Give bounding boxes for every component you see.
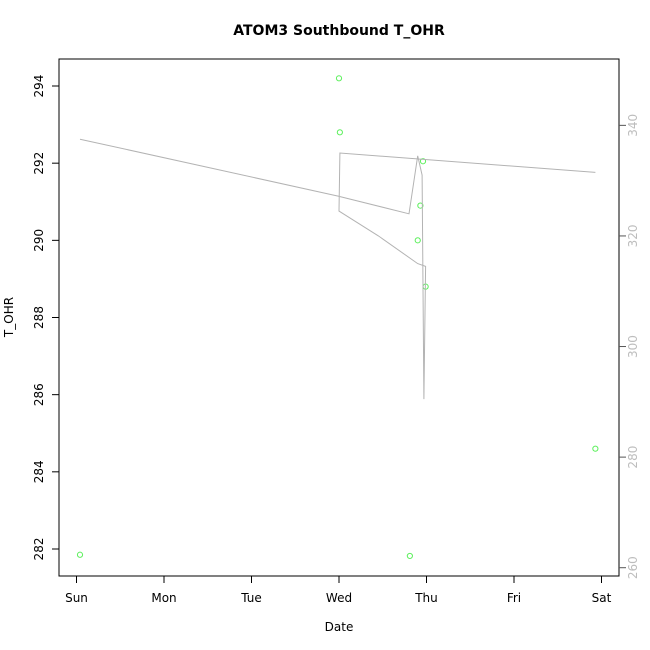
y2-tick-label: 300 xyxy=(626,335,640,358)
y-axis-left: 282 284 286 288 290 292 294 xyxy=(32,75,59,561)
data-point xyxy=(335,75,343,82)
y-axis-right: 260 280 300 320 340 xyxy=(619,114,640,579)
data-point xyxy=(592,445,599,452)
x-tick-label: Wed xyxy=(326,591,352,605)
y-tick-label: 292 xyxy=(32,152,46,175)
data-point xyxy=(406,552,413,560)
x-axis-label: Date xyxy=(325,620,354,634)
y2-tick-label: 340 xyxy=(626,114,640,137)
chart-title: ATOM3 Southbound T_OHR xyxy=(233,23,445,39)
x-tick-label: Thu xyxy=(414,591,438,605)
y-tick-label: 294 xyxy=(32,75,46,98)
y2-tick-label: 280 xyxy=(626,446,640,469)
y-tick-label: 290 xyxy=(32,229,46,252)
data-point xyxy=(336,129,343,136)
data-point xyxy=(419,158,427,165)
data-point xyxy=(417,202,424,209)
x-tick-label: Tue xyxy=(240,591,262,605)
plot-frame xyxy=(58,58,620,577)
y-tick-label: 282 xyxy=(32,538,46,561)
data-point xyxy=(76,551,84,558)
y-axis-label: T_OHR xyxy=(2,297,16,338)
series-line xyxy=(79,138,596,400)
y-tick-label: 288 xyxy=(32,306,46,329)
y2-tick-label: 320 xyxy=(626,224,640,247)
y-tick-label: 286 xyxy=(32,383,46,406)
data-point xyxy=(414,237,421,244)
x-tick-label: Sat xyxy=(592,591,612,605)
x-tick-label: Mon xyxy=(151,591,176,605)
series-layer xyxy=(76,75,599,560)
y2-tick-label: 260 xyxy=(626,556,640,579)
x-tick-label: Fri xyxy=(507,591,521,605)
x-axis: Sun Mon Tue Wed Thu Fri Sat xyxy=(65,576,612,605)
y-tick-label: 284 xyxy=(32,460,46,483)
x-tick-label: Sun xyxy=(65,591,88,605)
